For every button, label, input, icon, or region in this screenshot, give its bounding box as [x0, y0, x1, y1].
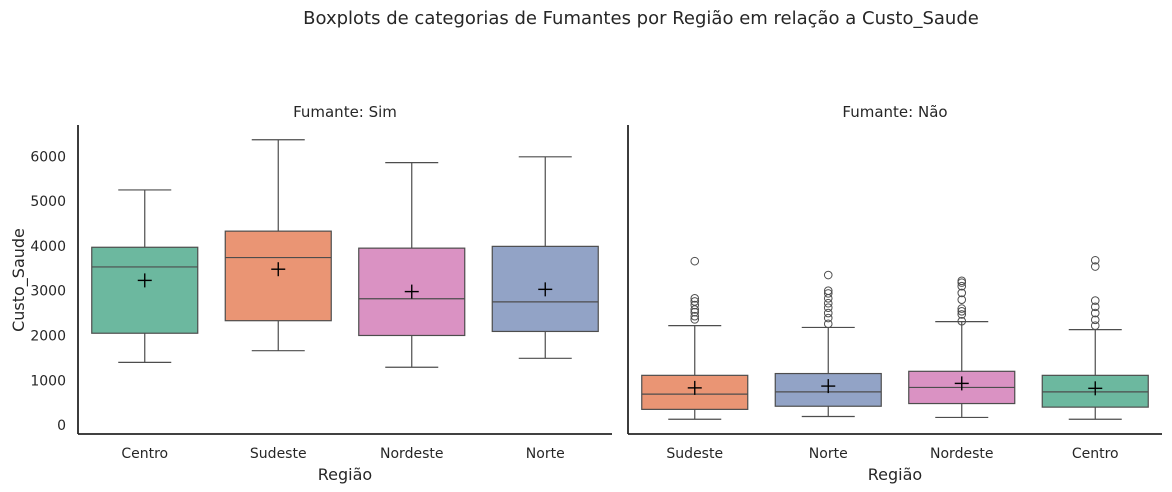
outlier-point: [823, 313, 833, 323]
y-tick-label: 3000: [30, 284, 66, 300]
outlier-point: [1090, 308, 1100, 318]
outlier-point: [690, 256, 700, 266]
y-axis-label: Custo_Saude: [9, 228, 29, 332]
outlier-point: [1090, 302, 1100, 312]
outlier-point: [1090, 321, 1100, 330]
y-tick-label: 2000: [30, 328, 66, 344]
x-axis-label-right: Região: [868, 465, 922, 484]
outlier-point: [690, 300, 700, 310]
y-tick-label: 6000: [30, 149, 66, 165]
outlier-point: [1090, 296, 1100, 305]
outlier-point: [823, 319, 833, 329]
y-tick-label: 1000: [30, 373, 66, 389]
x-tick-label: Sudeste: [250, 446, 307, 462]
x-tick-label: Centro: [121, 446, 168, 462]
outlier-point: [957, 295, 967, 304]
box-centro: [91, 246, 199, 334]
outlier-point: [823, 298, 833, 308]
x-tick-label: Sudeste: [666, 446, 723, 462]
y-tick-label: 4000: [30, 239, 66, 255]
outlier-point: [690, 297, 700, 306]
outlier-point: [823, 308, 833, 318]
x-tick-label: Norte: [526, 446, 565, 462]
outlier-point: [1090, 315, 1100, 325]
x-tick-label: Nordeste: [930, 446, 993, 462]
x-tick-label: Nordeste: [380, 446, 443, 462]
outlier-point: [1090, 255, 1100, 265]
panel-right: Sudeste Norte Nordeste Centro: [627, 125, 1162, 462]
x-tick-label: Norte: [809, 446, 848, 462]
outlier-point: [1090, 262, 1100, 271]
outlier-point: [957, 288, 967, 298]
figure-suptitle: Boxplots de categorias de Fumantes por R…: [303, 8, 979, 29]
outlier-point: [823, 303, 833, 313]
y-tick-label: 5000: [30, 194, 66, 210]
outlier-point: [957, 304, 967, 313]
x-axis-label-left: Região: [318, 465, 372, 484]
outlier-point: [957, 310, 967, 319]
outlier-point: [690, 311, 700, 321]
outlier-point: [957, 316, 967, 326]
outlier-point: [957, 306, 967, 316]
outlier-point: [823, 289, 833, 298]
outlier-point: [823, 286, 833, 295]
x-tick-label: Centro: [1072, 446, 1119, 462]
outlier-point: [823, 270, 833, 280]
outlier-point: [957, 276, 967, 286]
panel-left: 0 1000 2000 3000 4000 5000 6000 Centro Sudeste No…: [30, 125, 612, 462]
outlier-point: [957, 281, 967, 291]
plot-panels: 0 1000 2000 3000 4000 5000 6000 Centro Sudeste No…: [30, 125, 1162, 462]
outlier-point: [690, 294, 700, 303]
panel-title-left: Fumante: Sim: [293, 103, 397, 121]
y-tick-label: 0: [57, 418, 66, 434]
panel-title-right: Fumante: Não: [842, 103, 947, 121]
